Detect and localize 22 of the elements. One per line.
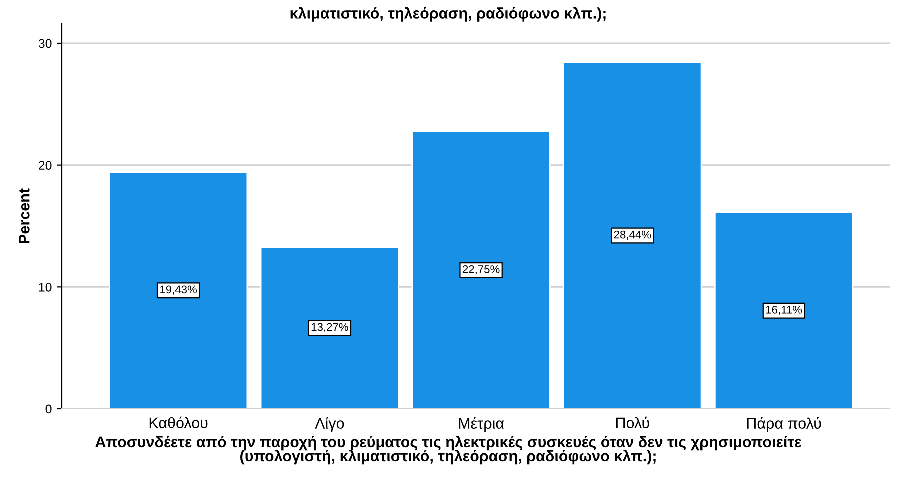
x-tick-label: Μέτρια — [459, 417, 504, 432]
y-tick-label: 20 — [39, 161, 52, 170]
y-tick-label: 30 — [38, 39, 52, 48]
y-tick-label: 10 — [39, 282, 52, 292]
data-label: 28,44% — [614, 230, 652, 240]
bar — [108, 172, 248, 409]
bar — [412, 131, 551, 409]
data-label: 19,43% — [160, 286, 198, 295]
x-tick-label: Καθόλου — [150, 416, 208, 429]
bar — [563, 62, 702, 409]
x-axis-title: Αποσυνδέετε από την παροχή του ρεύματος τις ηλεκτρικές συσκευές όταν δεν τις χρησιμοποιείτε (υπολογιστή, κλιματιστικό, τηλεόραση, ραδιόφωνο κλπ.); — [96, 436, 802, 465]
bar — [260, 246, 400, 409]
x-tick-label: Πολύ — [616, 416, 650, 429]
bar — [714, 212, 854, 409]
data-label: 16,11% — [766, 306, 802, 316]
chart-title: κλιματιστικό, τηλεόραση, ραδιόφωνο κλπ.); — [290, 7, 606, 22]
y-tick-label: 0 — [46, 404, 52, 414]
data-label: 22,75% — [463, 266, 500, 275]
x-tick-label: Πάρα πολύ — [747, 417, 822, 432]
x-tick-label: Λίγο — [315, 417, 344, 432]
data-label: 13,27% — [312, 323, 348, 332]
y-axis-title: Percent — [19, 188, 30, 244]
